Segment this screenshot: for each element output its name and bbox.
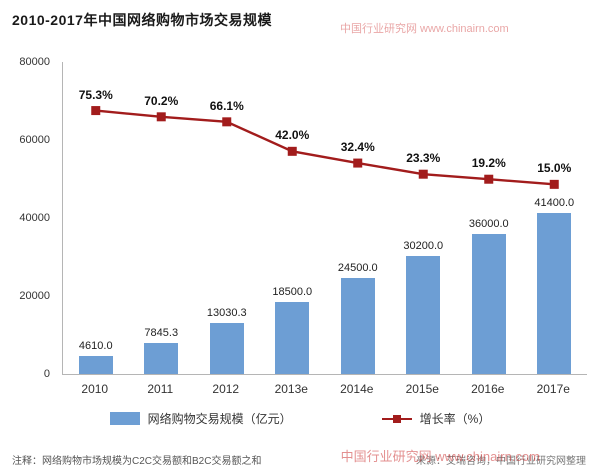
- x-axis: 2010 2011 2012 2013e 2014e 2015e 2016e 2017e: [62, 382, 586, 400]
- bar-2017e: [537, 212, 572, 374]
- line-marker-2017e: [549, 179, 559, 189]
- legend-line-label: 增长率（%）: [419, 412, 491, 426]
- line-marker-2012: [222, 117, 232, 127]
- x-tick-label-2015e: 2015e: [405, 382, 439, 396]
- growth-value-label: 32.4%: [340, 140, 375, 155]
- line-marker-2013e: [287, 146, 297, 156]
- bar-value-label: 4610.0: [78, 340, 113, 353]
- y-axis: 0 20000 40000 60000 80000: [0, 56, 56, 380]
- line-series-swatch-icon: [381, 414, 412, 424]
- bar-2015e: [406, 256, 441, 374]
- watermark-top: 中国行业研究网 www.chinairn.com: [340, 23, 509, 35]
- x-tick-label-2014e: 2014e: [340, 382, 374, 396]
- bar-2011: [144, 343, 179, 374]
- chart-title: 2010-2017年中国网络购物市场交易规模: [12, 12, 272, 28]
- growth-value-label: 66.1%: [209, 98, 244, 113]
- bar-series-swatch-icon: [109, 412, 140, 425]
- line-marker-2016e: [484, 174, 494, 184]
- footer-note: 注释：网络购物市场规模为C2C交易额和B2C交易额之和: [12, 456, 262, 467]
- bar-value-label: 7845.3: [144, 327, 179, 340]
- bar-2010: [78, 356, 113, 374]
- line-marker-2015e: [418, 169, 428, 179]
- legend-item-line: 增长率（%）: [381, 410, 491, 427]
- line-marker-2014e: [353, 158, 363, 168]
- y-tick-label: 20000: [19, 290, 50, 302]
- growth-value-label: 15.0%: [537, 161, 572, 176]
- growth-value-label: 42.0%: [275, 128, 310, 143]
- plot-area: 4610.0 7845.3 13030.3 18500.0 24500.0 30200.0…: [62, 62, 587, 375]
- legend-bar-label: 网络购物交易规模（亿元）: [147, 412, 292, 426]
- bar-value-label: 41400.0: [534, 196, 575, 209]
- legend: 网络购物交易规模（亿元） 增长率（%）: [0, 410, 600, 427]
- footer-source: 来源：艾瑞咨询，中国行业研究网整理: [416, 456, 586, 467]
- y-tick-label: 80000: [19, 56, 50, 68]
- bar-value-label: 36000.0: [468, 217, 509, 230]
- line-swatch-marker: [392, 414, 401, 423]
- legend-item-bar: 网络购物交易规模（亿元）: [109, 410, 292, 427]
- line-marker-2010: [91, 106, 101, 116]
- x-tick-label-2016e: 2016e: [471, 382, 505, 396]
- x-tick-label-2012: 2012: [212, 382, 240, 396]
- line-layer: [91, 106, 559, 189]
- y-tick-label: 40000: [19, 212, 50, 224]
- x-tick-label-2017e: 2017e: [536, 382, 570, 396]
- y-tick-label: 60000: [19, 134, 50, 146]
- bar-value-label: 18500.0: [272, 285, 313, 298]
- bar-value-label: 13030.3: [206, 307, 247, 320]
- growth-value-label: 70.2%: [144, 93, 179, 108]
- growth-value-label: 23.3%: [406, 151, 441, 166]
- y-tick-label: 0: [43, 368, 50, 380]
- bar-value-label: 30200.0: [403, 240, 444, 253]
- x-tick-label-2013e: 2013e: [274, 382, 308, 396]
- line-marker-2011: [156, 112, 166, 122]
- x-tick-label-2010: 2010: [81, 382, 109, 396]
- growth-value-label: 75.3%: [78, 87, 113, 102]
- bar-2014e: [340, 278, 375, 374]
- bar-value-label: 24500.0: [337, 262, 378, 275]
- bar-2012: [209, 323, 244, 374]
- bar-2013e: [275, 301, 310, 374]
- x-tick-label-2011: 2011: [147, 382, 174, 396]
- growth-line: [95, 109, 555, 186]
- growth-value-label: 19.2%: [471, 156, 506, 171]
- bar-2016e: [471, 233, 506, 374]
